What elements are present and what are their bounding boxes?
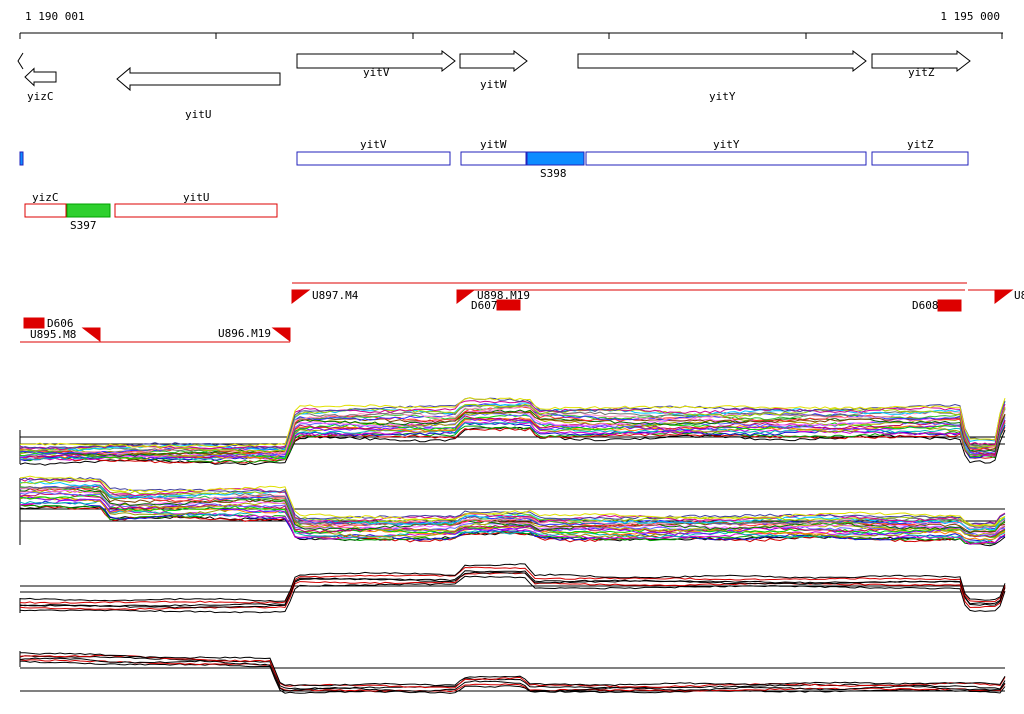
expression-profile-1-line	[19, 411, 1006, 456]
gene-arrow-label-yitW: yitW	[480, 78, 507, 91]
expression-profile-1-line	[19, 397, 1006, 450]
partial-gene-box	[19, 151, 24, 166]
shift-label-U896.M19: U896.M19	[218, 327, 271, 340]
gene-box-label-yitY: yitY	[713, 138, 740, 151]
gene-arrow-yitZ[interactable]	[871, 49, 971, 73]
gene-box-label-S397: S397	[70, 219, 97, 232]
shift-label-U8: U8	[1014, 289, 1024, 302]
partial-gene-arrow	[17, 52, 24, 70]
shift-flag-U895.M8[interactable]	[81, 327, 101, 343]
expression-profile-1-line	[19, 401, 1006, 452]
shift-box-D606[interactable]	[23, 317, 45, 329]
gene-box-label-yitU: yitU	[183, 191, 210, 204]
shift-label-U895.M8: U895.M8	[30, 328, 76, 341]
gene-box-label-yizC: yizC	[32, 191, 59, 204]
shift-label-D606: D606	[47, 317, 74, 330]
shift-box-D608[interactable]	[937, 299, 962, 312]
gene-arrow-label-yitZ: yitZ	[908, 66, 935, 79]
gene-arrow-yitV[interactable]	[296, 49, 456, 73]
expression-profile-2-line	[19, 477, 1006, 525]
expression-profile-4-line	[19, 654, 1006, 689]
gene-arrow-yitU[interactable]	[116, 66, 281, 92]
expression-profile-4-line	[19, 660, 1006, 694]
gene-arrow-yitW[interactable]	[459, 49, 528, 73]
expression-profile-2-line	[19, 475, 1006, 527]
gene-arrow-yitY[interactable]	[577, 49, 867, 73]
expression-profile-4-line	[19, 657, 1006, 692]
shift-label-U898.M19: U898.M19	[477, 289, 530, 302]
gene-box-yitY[interactable]	[585, 151, 867, 166]
gene-box-label-yitZ: yitZ	[907, 138, 934, 151]
gene-box-yitZ[interactable]	[871, 151, 969, 166]
shift-flag-U896.M19[interactable]	[271, 327, 291, 343]
gene-box-yitW[interactable]	[460, 151, 527, 166]
gene-box-label-yitW: yitW	[480, 138, 507, 151]
expression-profile-2-line	[20, 483, 1006, 530]
gene-box-yizC[interactable]	[24, 203, 67, 218]
expression-profile-3-line	[19, 575, 1006, 614]
gene-box-S397[interactable]	[66, 203, 111, 218]
gene-arrow-label-yitV: yitV	[363, 66, 390, 79]
expression-profile-2-line	[19, 484, 1006, 531]
expression-profile-1-line	[19, 415, 1006, 459]
shift-flag-U8[interactable]	[994, 289, 1014, 305]
expression-profile-1-line	[19, 397, 1006, 448]
expression-profile-3-line	[19, 570, 1006, 607]
expression-profile-2-line	[19, 479, 1006, 527]
gene-box-yitU[interactable]	[114, 203, 278, 218]
ruler-start-label: 1 190 001	[25, 10, 85, 23]
gene-arrow-label-yitY: yitY	[709, 90, 736, 103]
gene-arrow-label-yitU: yitU	[185, 108, 212, 121]
shift-label-U897.M4: U897.M4	[312, 289, 359, 302]
shift-box-D607[interactable]	[496, 299, 521, 311]
gene-box-S398[interactable]	[526, 151, 585, 166]
gene-arrow-label-yizC: yizC	[27, 90, 54, 103]
gene-box-yitV[interactable]	[296, 151, 451, 166]
expression-profile-3-line	[19, 566, 1006, 604]
gene-box-label-yitV: yitV	[360, 138, 387, 151]
expression-profile-4-line	[20, 652, 1006, 687]
gene-arrow-yizC[interactable]	[24, 67, 57, 87]
ruler-end-label: 1 195 000	[940, 10, 1000, 23]
gene-box-label-S398: S398	[540, 167, 567, 180]
expression-profile-1-line	[19, 426, 1006, 465]
expression-profile-3-line	[19, 571, 1006, 609]
expression-profile-3-line	[19, 563, 1006, 602]
shift-label-D608: D608	[912, 299, 939, 312]
shift-flag-U898.M19[interactable]	[456, 289, 476, 305]
shift-flag-U897.M4[interactable]	[291, 289, 311, 305]
shift-label-D607: D607	[471, 299, 498, 312]
